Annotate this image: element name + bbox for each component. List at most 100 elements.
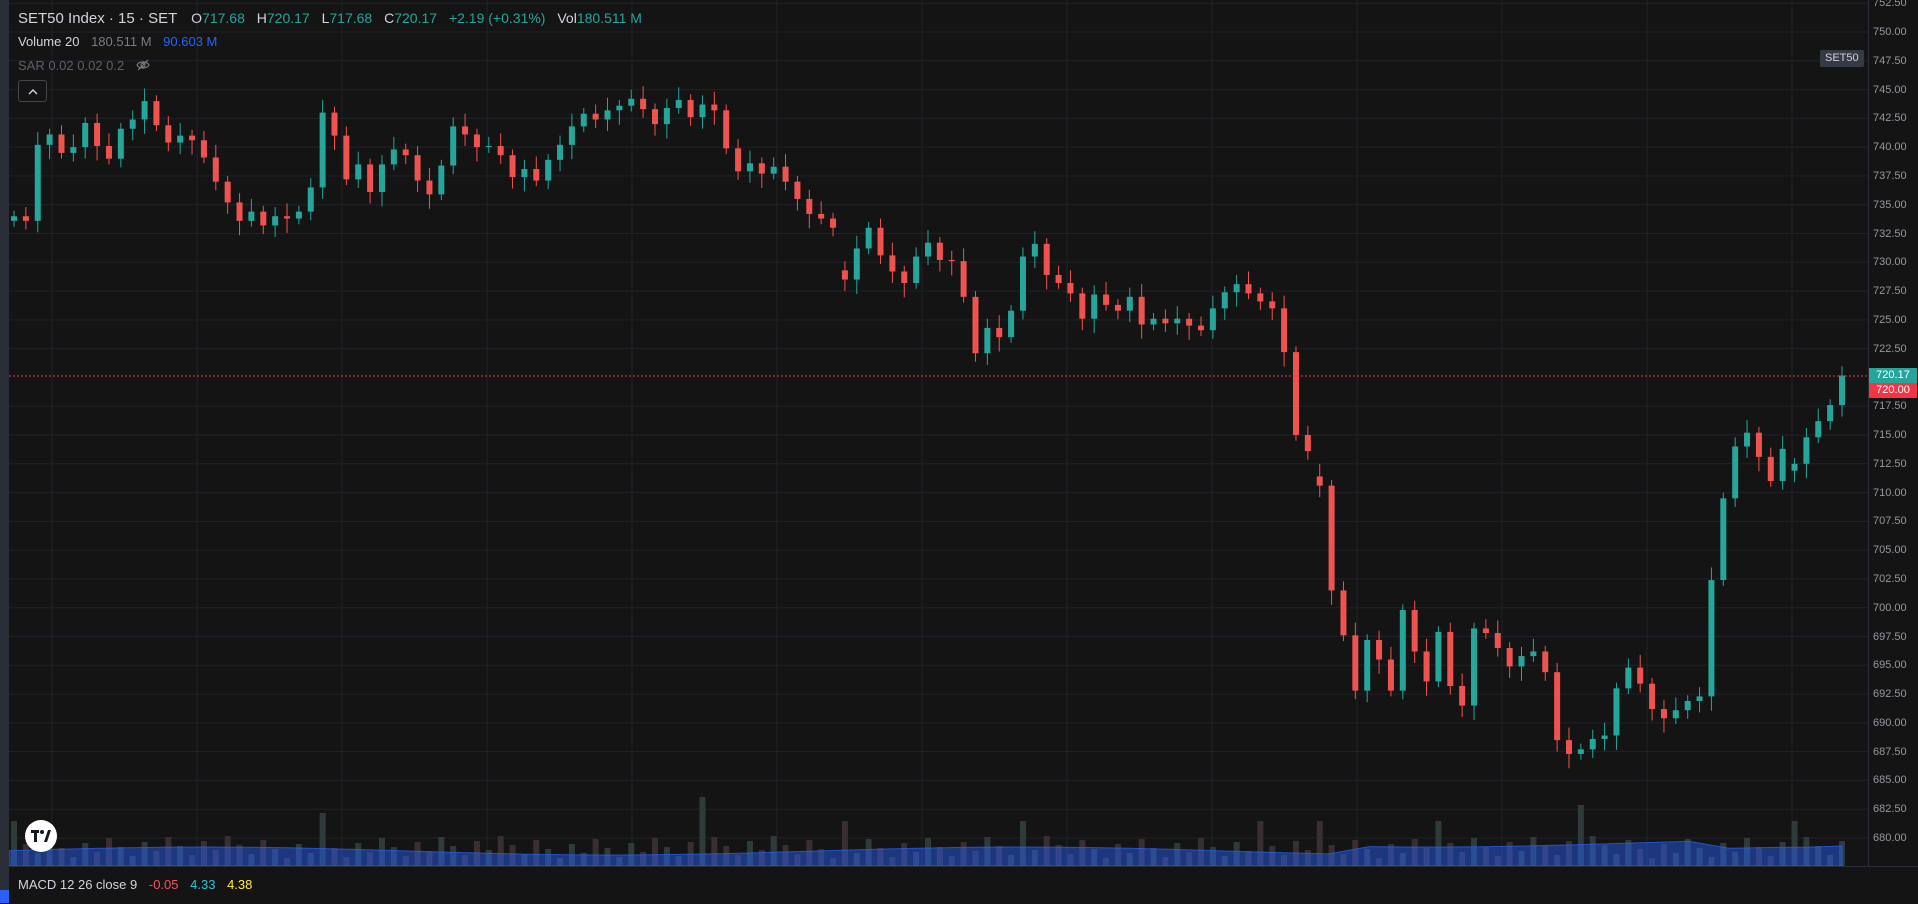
- volume-bar: [1162, 857, 1169, 866]
- candle-body: [628, 98, 635, 106]
- price-label: 750.00: [1873, 26, 1907, 38]
- volume-bar: [913, 852, 920, 866]
- volume-bar: [224, 836, 231, 866]
- macd-pane[interactable]: MACD 12 26 close 9 -0.05 4.33 4.38: [9, 866, 1918, 904]
- open-value: 717.68: [202, 10, 245, 26]
- price-label: 695.00: [1873, 659, 1907, 672]
- symbol-title[interactable]: SET50 Index · 15 · SET: [18, 10, 178, 27]
- volume-bar: [1672, 853, 1679, 866]
- candle-body: [1292, 352, 1299, 435]
- candle-body: [438, 165, 445, 195]
- volume-bar: [1281, 855, 1288, 866]
- candle-body: [1542, 651, 1549, 673]
- price-label: 742.50: [1873, 112, 1907, 125]
- candle-body: [1815, 421, 1822, 438]
- hidden-eye-icon[interactable]: [136, 59, 150, 74]
- candle-body: [651, 109, 658, 125]
- candle-body: [770, 166, 777, 174]
- volume-bar: [640, 852, 647, 866]
- volume-bars: [11, 797, 1845, 866]
- volume-bar: [34, 853, 41, 866]
- volume-bar: [236, 845, 243, 866]
- candle-body: [1304, 435, 1311, 452]
- candle-body: [687, 99, 694, 118]
- price-label: 747.50: [1873, 54, 1907, 67]
- candle-body: [497, 145, 504, 156]
- macd-legend[interactable]: MACD 12 26 close 9 -0.05 4.33 4.38: [18, 877, 252, 892]
- volume-indicator-name: Volume 20: [18, 34, 80, 49]
- volume-bar: [1518, 851, 1525, 866]
- candle-body: [94, 122, 101, 146]
- volume-bar: [1755, 847, 1762, 866]
- volume-bar: [533, 840, 540, 866]
- candle-body: [1019, 256, 1026, 311]
- volume-bar: [580, 853, 587, 866]
- candle-body: [1684, 700, 1691, 711]
- volume-bar: [877, 848, 884, 866]
- symbol-legend: SET50 Index · 15 · SET O717.68 H720.17 L…: [18, 10, 650, 27]
- volume-bar: [367, 852, 374, 866]
- volume-bar: [1577, 805, 1584, 866]
- volume-bar: [11, 821, 17, 866]
- volume-bar: [1019, 821, 1026, 866]
- volume-bar: [153, 851, 160, 866]
- symbol-tag: SET50: [1820, 50, 1864, 67]
- volume-bar: [1447, 843, 1454, 866]
- volume-bar: [1708, 857, 1715, 866]
- volume-bar: [782, 845, 789, 866]
- volume-bar: [1376, 858, 1383, 866]
- candle-body: [378, 164, 385, 193]
- volume-bar: [450, 846, 457, 866]
- volume-bar: [295, 844, 302, 866]
- volume-bar: [509, 845, 516, 866]
- volume-bar: [177, 846, 184, 866]
- volume-bar: [521, 854, 528, 866]
- volume-bar: [212, 850, 219, 866]
- volume-bar: [1091, 849, 1098, 866]
- volume-bar: [1459, 852, 1466, 866]
- candle-body: [1198, 325, 1205, 331]
- volume-bar: [841, 821, 848, 866]
- candle-body: [1672, 710, 1679, 719]
- volume-bar: [746, 841, 753, 866]
- scroll-marker: [0, 890, 9, 903]
- candle-body: [1423, 651, 1430, 682]
- sar-indicator-legend[interactable]: SAR 0.02 0.02 0.2: [18, 58, 150, 74]
- volume-bar: [378, 838, 385, 866]
- candle-body: [1827, 405, 1834, 422]
- candle-body: [1767, 456, 1774, 482]
- candle-body: [1411, 610, 1418, 652]
- candle-body: [758, 163, 765, 174]
- volume-bar: [616, 857, 623, 866]
- candle-body: [82, 122, 89, 148]
- volume-bar: [165, 837, 172, 866]
- collapse-legend-button[interactable]: [18, 80, 47, 102]
- volume-bar: [1138, 839, 1145, 866]
- candle-body: [592, 113, 599, 120]
- volume-bar: [426, 851, 433, 866]
- volume-bar: [604, 848, 611, 866]
- volume-indicator-legend[interactable]: Volume 20 180.511 M 90.603 M: [18, 34, 217, 49]
- candle-body: [295, 211, 302, 219]
- price-label: 732.50: [1873, 227, 1907, 240]
- candle-body: [272, 216, 279, 226]
- candle-body: [533, 169, 540, 181]
- candle-body: [1352, 635, 1359, 691]
- volume-bar: [675, 856, 682, 866]
- volume-bar: [1791, 821, 1798, 866]
- volume-bar: [1233, 842, 1240, 866]
- volume-bar: [1542, 846, 1549, 866]
- volume-bar: [307, 853, 314, 866]
- candle-body: [1316, 476, 1323, 486]
- volume-bar: [1554, 855, 1561, 866]
- volume-bar: [319, 813, 326, 866]
- price-axis[interactable]: [1868, 0, 1918, 866]
- tradingview-logo-icon[interactable]: [25, 820, 57, 852]
- candle-body: [189, 135, 196, 141]
- candle-body: [1162, 318, 1169, 324]
- macd-signal-value: 4.38: [227, 877, 253, 892]
- candle-body: [889, 255, 896, 272]
- candle-body: [1103, 294, 1110, 305]
